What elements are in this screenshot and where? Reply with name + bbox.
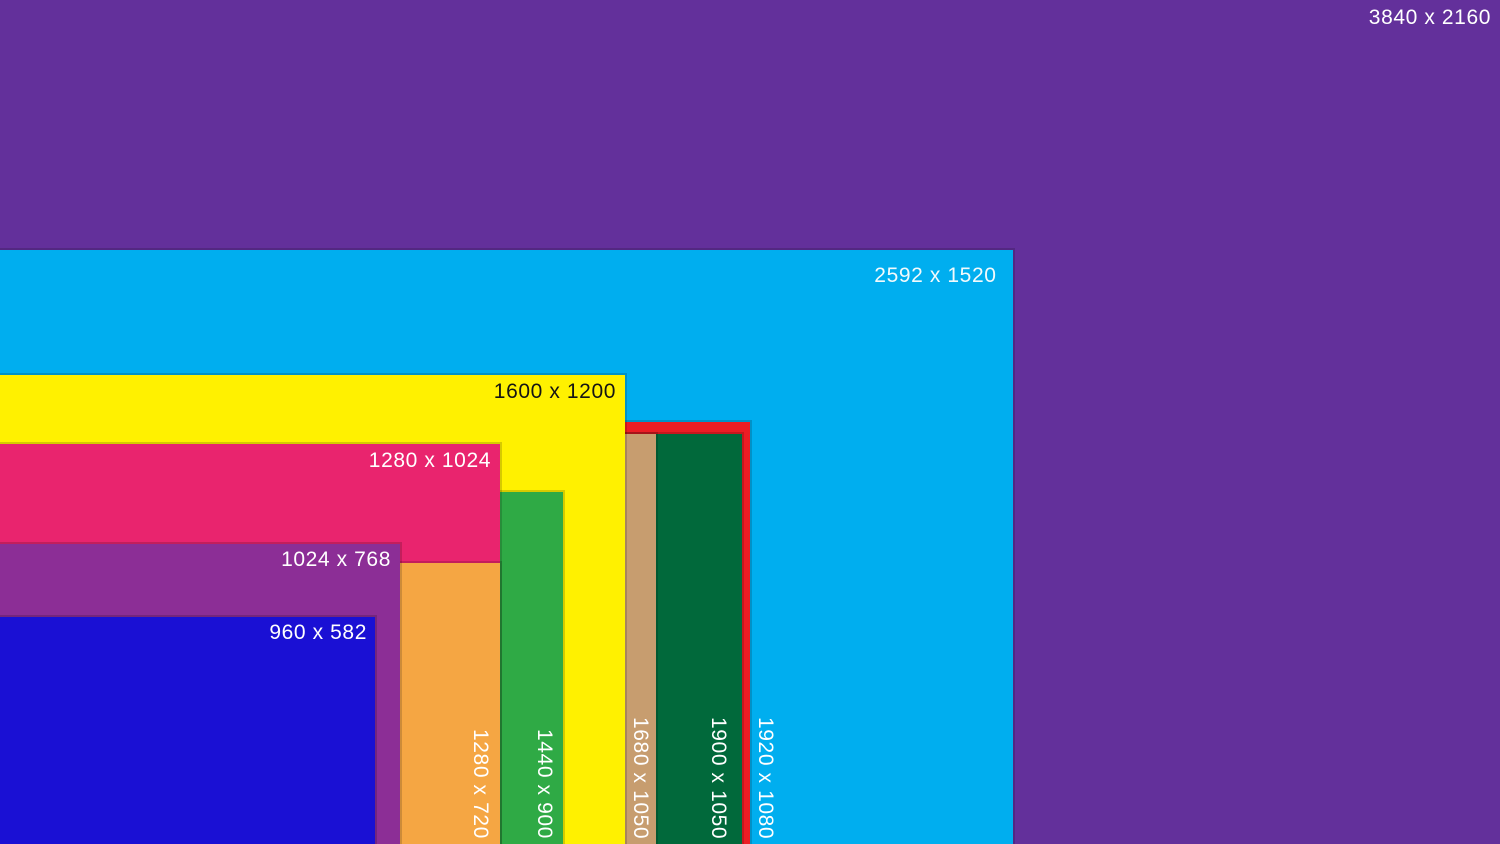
resolution-label-2592x1520: 2592 x 1520 bbox=[874, 264, 997, 288]
resolution-label-1920x1080: 1920 x 1080 bbox=[754, 716, 778, 839]
resolution-label-1600x1200: 1600 x 1200 bbox=[493, 380, 616, 404]
resolution-rect-960x582 bbox=[0, 614, 377, 844]
resolution-label-1280x1024: 1280 x 1024 bbox=[368, 449, 491, 472]
resolution-label-1280x720: 1280 x 720 bbox=[469, 729, 493, 839]
resolution-label-960x582: 960 x 582 bbox=[269, 620, 367, 644]
resolution-label-1900x1050: 1900 x 1050 bbox=[707, 716, 731, 839]
resolution-label-1680x1050: 1680 x 1050 bbox=[629, 716, 653, 839]
resolution-label-1024x768: 1024 x 768 bbox=[281, 548, 391, 571]
resolution-label-1440x900: 1440 x 900 bbox=[533, 729, 557, 839]
resolution-label-3840x2160: 3840 x 2160 bbox=[1368, 6, 1491, 30]
